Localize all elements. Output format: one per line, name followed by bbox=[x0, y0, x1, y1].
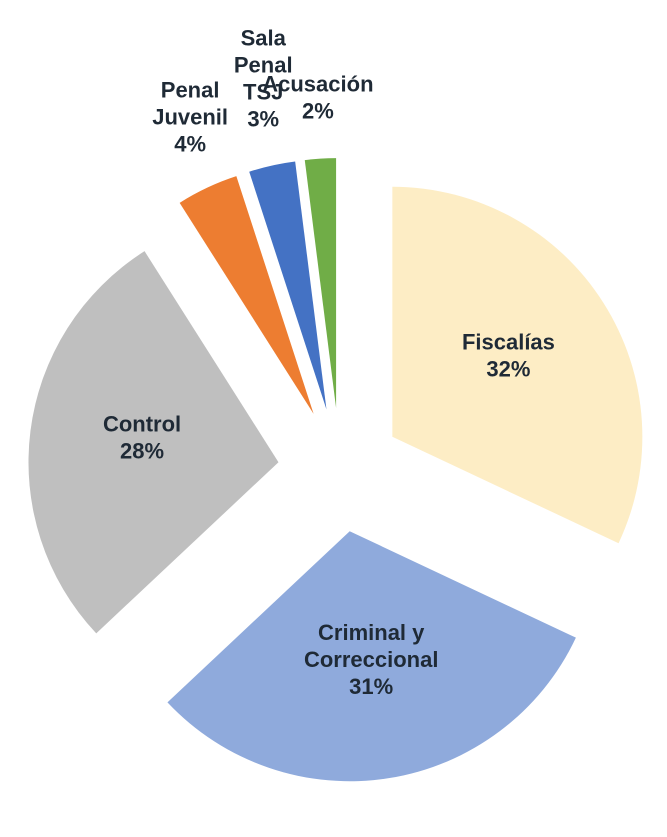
pie-slice bbox=[28, 251, 279, 634]
slice-value-label: 3% bbox=[247, 106, 279, 131]
slice-label: Criminal y Correccional bbox=[304, 620, 439, 672]
slice-value-label: 2% bbox=[302, 99, 334, 124]
slice-label-line: TSJ bbox=[243, 79, 283, 104]
slice-label: Control bbox=[103, 411, 181, 436]
slice-label: Acusación bbox=[262, 72, 373, 97]
slice-value-label: 32% bbox=[486, 357, 530, 382]
pie-slice bbox=[167, 531, 576, 782]
slice-value-label: 31% bbox=[349, 674, 393, 699]
slice-label: Sala Penal TSJ bbox=[234, 25, 293, 104]
slice-label-line: Juvenil bbox=[152, 105, 228, 130]
pie-slice bbox=[179, 176, 314, 414]
slice-label-line: Fiscalías bbox=[462, 330, 555, 355]
slice-label-line: Penal bbox=[161, 78, 220, 103]
slice-label: Penal Juvenil bbox=[152, 78, 228, 130]
pie-slice bbox=[304, 158, 337, 409]
slice-label-line: Control bbox=[103, 411, 181, 436]
slice-label-line: Correccional bbox=[304, 647, 439, 672]
pie-slice bbox=[392, 186, 643, 544]
slice-value-label: 28% bbox=[120, 438, 164, 463]
slice-label-line: Criminal y bbox=[318, 620, 425, 645]
slice-label-line: Acusación bbox=[262, 72, 373, 97]
slice-label-line: Penal bbox=[234, 52, 293, 77]
slice-value-label: 4% bbox=[174, 132, 206, 157]
slice-label: Fiscalías bbox=[462, 330, 555, 355]
slice-label-line: Sala bbox=[241, 25, 287, 50]
pie-slice bbox=[249, 161, 327, 410]
